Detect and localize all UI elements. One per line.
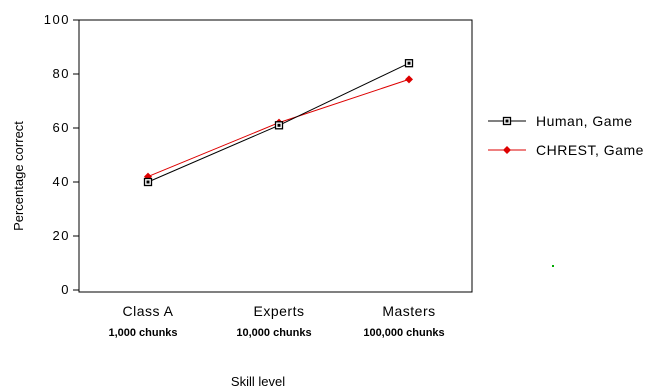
- x-axis-title: Skill level: [231, 374, 285, 389]
- plot-area: [78, 19, 473, 293]
- x-tick-sublabel: 1,000 chunks: [108, 327, 177, 339]
- y-tick-label: 0: [61, 282, 70, 297]
- y-axis-title: Percentage correct: [11, 121, 26, 231]
- legend-chrest-point: [503, 146, 511, 154]
- human-series: [143, 59, 414, 187]
- legend: Human, Game CHREST, Game: [488, 113, 644, 158]
- human-series-point-core: [146, 180, 150, 184]
- x-tick-label: Masters: [382, 303, 435, 319]
- y-axis: 0 20 40 60 80 100: [44, 12, 79, 297]
- y-tick-label: 40: [53, 174, 70, 189]
- human-series-point-core: [277, 123, 281, 127]
- x-axis: Class A 1,000 chunks Experts 10,000 chunks M…: [108, 303, 444, 339]
- stray-dot: [552, 265, 554, 267]
- y-tick-label: 80: [53, 66, 70, 81]
- x-tick-sublabel: 100,000 chunks: [363, 327, 444, 339]
- y-tick-label: 100: [44, 12, 70, 27]
- x-tick-label: Class A: [123, 303, 174, 319]
- y-tick-label: 60: [53, 120, 70, 135]
- x-tick-label: Experts: [254, 303, 305, 319]
- human-series-point-core: [407, 61, 411, 65]
- legend-chrest-label: CHREST, Game: [536, 142, 644, 158]
- legend-human-label: Human, Game: [536, 113, 633, 129]
- series-layer: [143, 59, 414, 187]
- chrest-series-point: [405, 75, 413, 84]
- y-tick-label: 20: [53, 228, 70, 243]
- legend-human-point-core: [505, 119, 509, 123]
- x-tick-sublabel: 10,000 chunks: [236, 327, 311, 339]
